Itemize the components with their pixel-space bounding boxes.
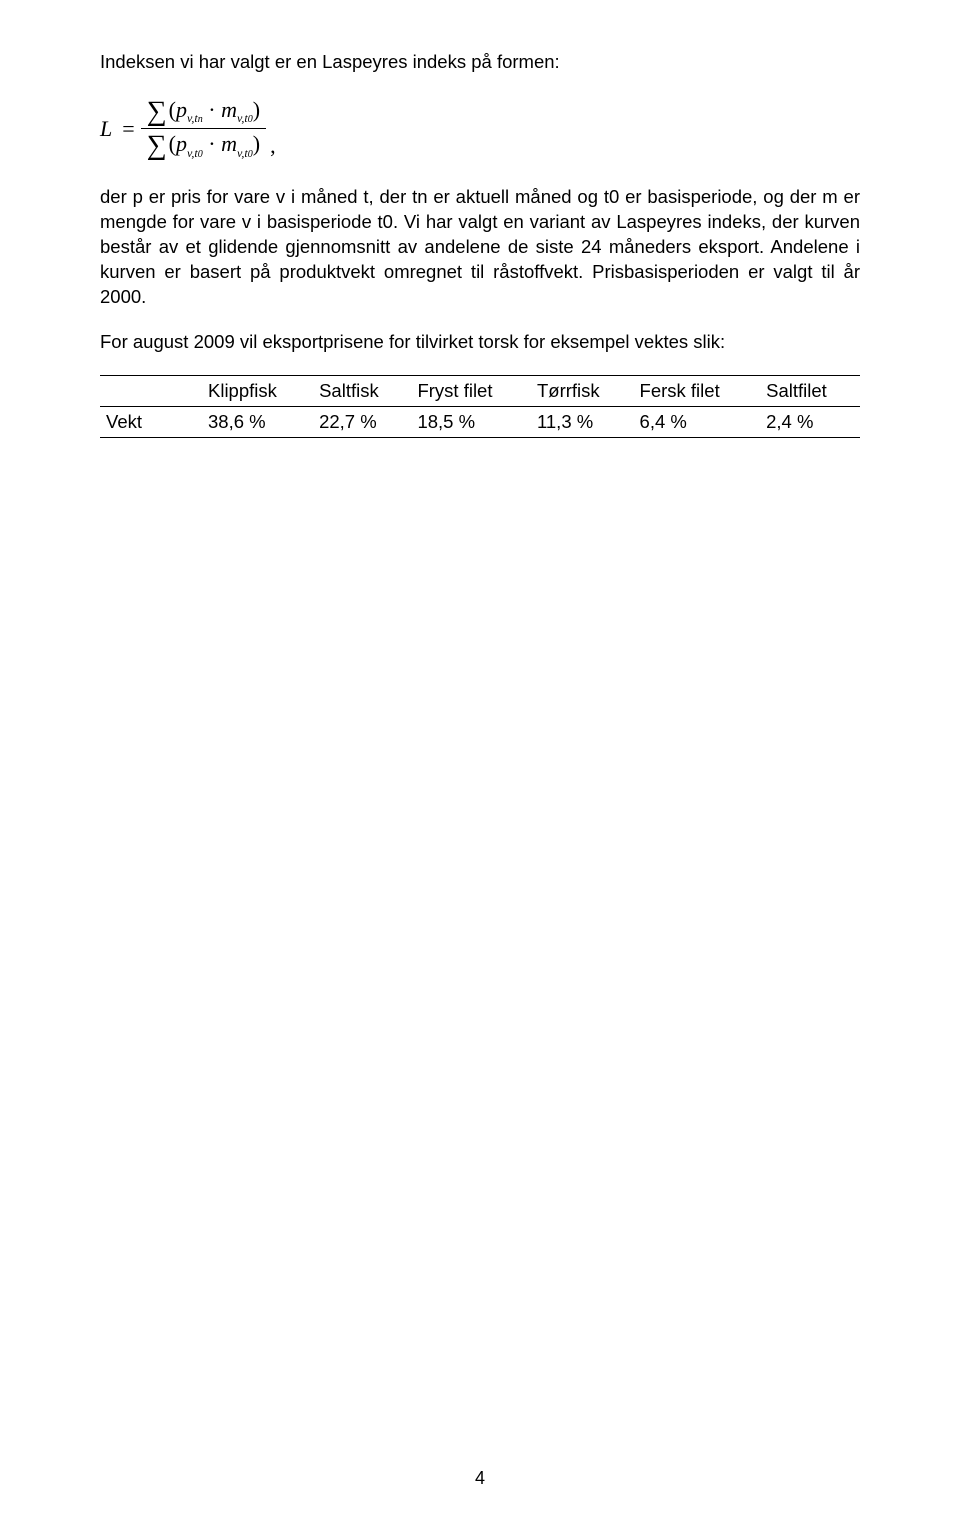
table-cell: 18,5 % <box>411 406 531 437</box>
table-cell: 22,7 % <box>313 406 411 437</box>
table-cell: 11,3 % <box>531 406 634 437</box>
table-cell: 38,6 % <box>202 406 313 437</box>
table-header-torrfisk: Tørrfisk <box>531 375 634 406</box>
sigma-icon: ∑ <box>147 132 167 160</box>
page-number: 4 <box>0 1468 960 1489</box>
page: Indeksen vi har valgt er en Laspeyres in… <box>0 0 960 1529</box>
numerator-expr: (pv,tn · mv,t0) <box>169 97 260 126</box>
table-header-klippfisk: Klippfisk <box>202 375 313 406</box>
table-cell: 6,4 % <box>634 406 761 437</box>
sigma-icon: ∑ <box>147 98 167 126</box>
weights-table: Klippfisk Saltfisk Fryst filet Tørrfisk … <box>100 375 860 438</box>
body-paragraph-2: For august 2009 vil eksportprisene for t… <box>100 330 860 355</box>
body-paragraph-1: der p er pris for vare v i måned t, der … <box>100 185 860 310</box>
table-header-saltfisk: Saltfisk <box>313 375 411 406</box>
formula-numerator: ∑ (pv,tn · mv,t0) <box>141 95 266 129</box>
formula-comma: , <box>270 133 276 159</box>
table-header-row: Klippfisk Saltfisk Fryst filet Tørrfisk … <box>100 375 860 406</box>
formula-denominator: ∑ (pv,t0 · mv,t0) <box>141 129 266 162</box>
formula-L: L <box>100 116 112 142</box>
table-row-label: Vekt <box>100 406 202 437</box>
denominator-expr: (pv,t0 · mv,t0) <box>169 131 260 160</box>
formula-equals: = <box>122 116 134 142</box>
formula: L = ∑ (pv,tn · mv,t0) ∑ (pv,t0 · mv,t0) … <box>100 95 860 163</box>
table-row: Vekt 38,6 % 22,7 % 18,5 % 11,3 % 6,4 % 2… <box>100 406 860 437</box>
table-header-saltfilet: Saltfilet <box>760 375 860 406</box>
intro-line: Indeksen vi har valgt er en Laspeyres in… <box>100 50 860 75</box>
table-cell: 2,4 % <box>760 406 860 437</box>
table-header-fryst-filet: Fryst filet <box>411 375 531 406</box>
formula-fraction: ∑ (pv,tn · mv,t0) ∑ (pv,t0 · mv,t0) <box>141 95 266 163</box>
table-header-fersk-filet: Fersk filet <box>634 375 761 406</box>
table-header-empty <box>100 375 202 406</box>
